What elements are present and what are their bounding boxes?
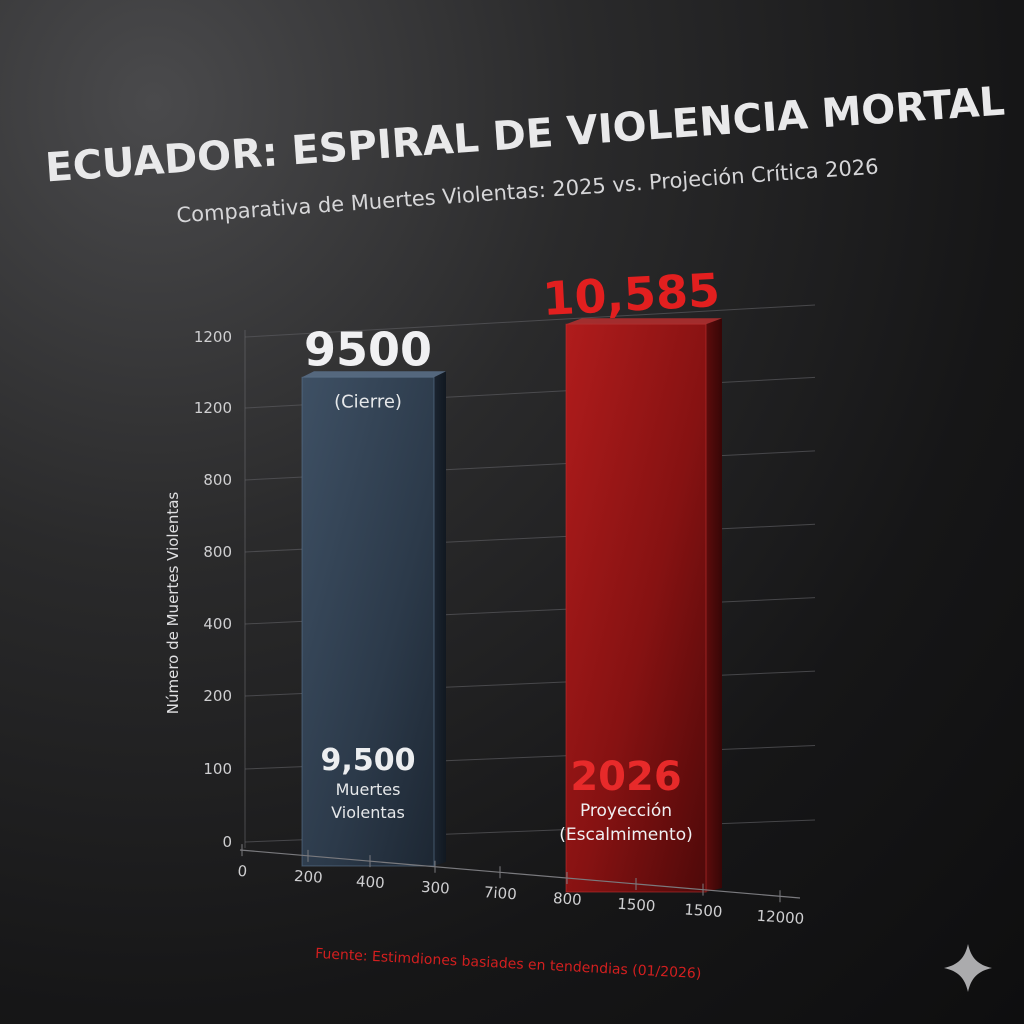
x-tick-label: 1500 [617, 895, 656, 916]
y-tick-label: 800 [203, 471, 232, 489]
bar-value-label: 9500 [304, 322, 432, 376]
bar-value-label: 10,585 [541, 263, 721, 326]
x-tick-label: 300 [420, 878, 450, 898]
y-tick-label: 1200 [194, 328, 232, 346]
bar [301, 376, 435, 867]
y-axis: 1200 1200 800 800 400 200 100 0 [194, 328, 246, 851]
bar-top [566, 318, 722, 325]
bars: 9500 (Cierre) 9,500 Muertes Violentas 10,585 2… [301, 263, 722, 893]
x-tick-label: 7i00 [483, 883, 517, 903]
y-tick-label: 200 [203, 687, 232, 705]
x-tick-label: 200 [293, 867, 323, 887]
y-axis-label: Número de Muertes Violentas [164, 492, 182, 715]
bar-inner-line1: Muertes [336, 780, 401, 799]
grid-line [244, 304, 816, 338]
x-tick-label: 800 [552, 889, 582, 909]
bar-inner-value: 9,500 [321, 743, 416, 778]
sparkle-icon [944, 944, 992, 992]
bar-inner-line2: Violentas [331, 803, 405, 822]
y-tick-label: 800 [203, 543, 232, 561]
y-tick-label: 1200 [194, 399, 232, 417]
x-tick-label: 400 [355, 872, 385, 892]
x-tick-label: 1500 [684, 900, 723, 921]
bar-inner-value: 2026 [570, 754, 681, 800]
y-tick-label: 400 [203, 615, 232, 633]
source-note: Fuente: Estimdiones basiades en tendendi… [315, 946, 702, 982]
y-tick-label: 0 [222, 833, 232, 851]
bar-top [302, 371, 446, 378]
x-axis: 0 200 400 300 7i00 800 1500 1500 12000 [237, 844, 805, 928]
bar-inner-line1: Proyección [580, 801, 672, 821]
x-axis-line [239, 849, 801, 899]
bar-sub-label: (Cierre) [334, 391, 402, 412]
y-tick-label: 100 [203, 760, 232, 778]
x-tick-label: 12000 [756, 907, 805, 928]
bar [565, 323, 707, 893]
bar-side [706, 318, 722, 893]
bar-inner-line2: (Escalmimento) [559, 825, 693, 845]
bar-side [434, 371, 446, 866]
x-tick-label: 0 [237, 862, 248, 881]
